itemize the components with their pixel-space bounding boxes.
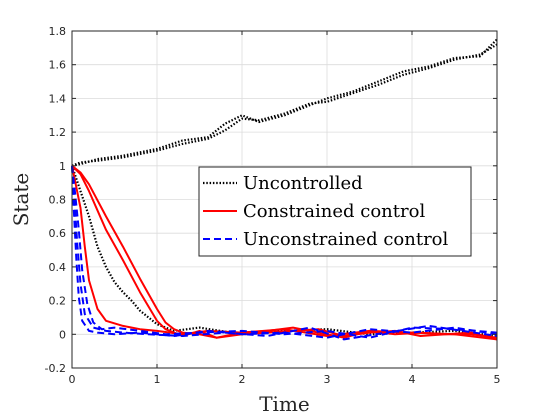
x-axis-title: Time	[259, 392, 310, 416]
x-tick-label: 3	[324, 373, 331, 386]
y-axis: -0.2 0 0.2 0.4 0.6 0.8 1 1.2 1.4 1.6 1.8	[45, 25, 497, 375]
x-tick-label: 5	[494, 373, 501, 386]
y-tick-label: 0.8	[49, 194, 67, 207]
y-tick-label: 0	[59, 328, 66, 341]
y-tick-label: -0.2	[45, 362, 66, 375]
y-tick-label: 1.4	[49, 92, 67, 105]
series-line-dotted	[71, 43, 498, 167]
legend-label: Unconstrained control	[243, 229, 449, 250]
x-tick-label: 1	[154, 373, 161, 386]
series-line-dashed	[71, 165, 498, 339]
y-axis-title: State	[9, 173, 33, 227]
x-tick-label: 4	[409, 373, 416, 386]
series-line-solid	[71, 165, 498, 341]
x-tick-label: 0	[69, 373, 76, 386]
y-tick-label: 1.6	[49, 59, 67, 72]
x-tick-label: 2	[239, 373, 246, 386]
x-axis: 0 1 2 3 4 5	[69, 31, 501, 386]
legend: Uncontrolled Constrained control Unconstra…	[198, 166, 472, 257]
y-tick-label: 0.6	[49, 227, 67, 240]
y-tick-label: 0.4	[49, 261, 67, 274]
series-line-dashed	[71, 165, 498, 339]
legend-label: Uncontrolled	[243, 173, 363, 194]
plot-area	[70, 38, 498, 341]
y-tick-label: 1.2	[49, 126, 67, 139]
legend-box	[198, 166, 472, 257]
y-tick-label: 0.2	[49, 295, 67, 308]
y-tick-label: 1	[59, 160, 66, 173]
y-tick-label: 1.8	[49, 25, 67, 38]
legend-label: Constrained control	[243, 201, 425, 222]
series-line-dotted	[71, 38, 498, 167]
